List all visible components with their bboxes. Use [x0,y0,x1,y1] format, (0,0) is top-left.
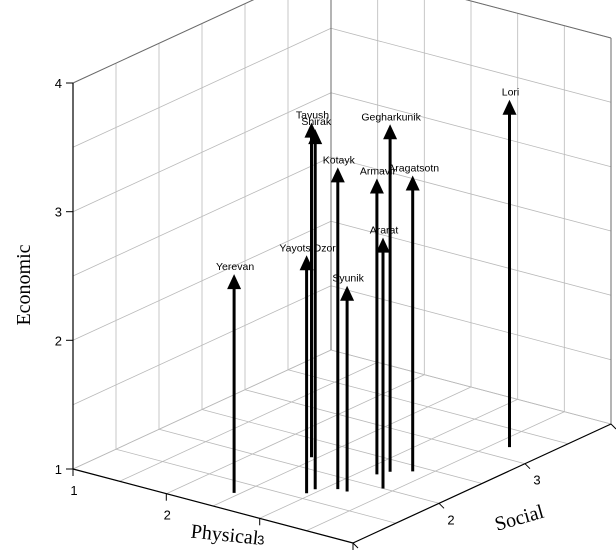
point-label: Kotayk [323,154,356,166]
z-tick-label: 2 [55,333,62,348]
point-label: Syunik [332,273,364,285]
x-tick-label: 2 [164,508,171,523]
back-wall-grid-line [330,27,612,103]
point-labels: Lori Aragatsotn Gegharkunik Tavush Armavir Ar… [216,87,519,285]
arrow-head [502,99,517,115]
floor-grid-line [244,389,526,465]
y-tick [438,502,445,509]
y-tick-label: 2 [447,512,454,527]
point-label: Ararat [370,225,399,237]
x-axis-line [72,468,354,544]
point-label: Yerevan [216,261,254,273]
grid-lines [72,0,612,544]
arrow-head [330,167,345,183]
point-label: Tavush [296,110,329,122]
z-tick-label: 4 [55,76,62,91]
left-wall-grid-line [72,156,332,277]
point-label: Yayots Dzor [279,242,336,254]
left-wall-grid-line [72,220,332,341]
z-axis-title: Economic [13,244,35,325]
z-tick-label: 1 [55,462,62,477]
arrow-head [227,274,242,290]
arrow-head [299,255,314,271]
axes: 123412341234 [55,76,616,550]
floor-grid-line [201,409,483,484]
left-wall-grid-line [72,349,332,470]
x-axis-title: Physical [190,521,260,550]
y-tick [524,463,531,470]
floor-grid-line [287,369,569,445]
arrow-head [369,178,384,194]
floor-grid-line [158,428,440,504]
x-tick-label: 1 [70,483,77,498]
axis-titles: Economic Physical Social [13,244,547,549]
y-axis-line [352,423,612,544]
arrow-head [405,175,420,191]
point-label: Armavir [360,166,397,178]
arrow-head [383,124,398,140]
x-tick-label: 3 [257,532,264,547]
box-edge [465,0,612,39]
data-arrows [227,99,517,494]
y-tick [610,423,616,430]
z-tick-label: 3 [55,205,62,220]
y-tick-label: 3 [533,473,540,488]
point-label: Shirak [301,116,332,128]
point-label: Gegharkunik [361,111,421,123]
y-axis-title: Social [492,501,547,536]
back-wall-grid-line [330,92,612,168]
left-wall-grid-line [72,92,332,213]
back-wall-grid-line [330,156,612,232]
left-wall-grid-line [72,285,332,406]
point-label: Aragatsotn [388,163,439,175]
arrow-head [340,285,355,301]
y-tick [352,542,359,549]
box-edge [72,0,255,84]
arrow-head [376,237,390,253]
box-edges [72,0,612,424]
point-label: Lori [502,87,520,99]
left-wall-grid-line [72,27,332,148]
arrow-head [308,129,323,145]
floor-grid-line [115,448,397,524]
